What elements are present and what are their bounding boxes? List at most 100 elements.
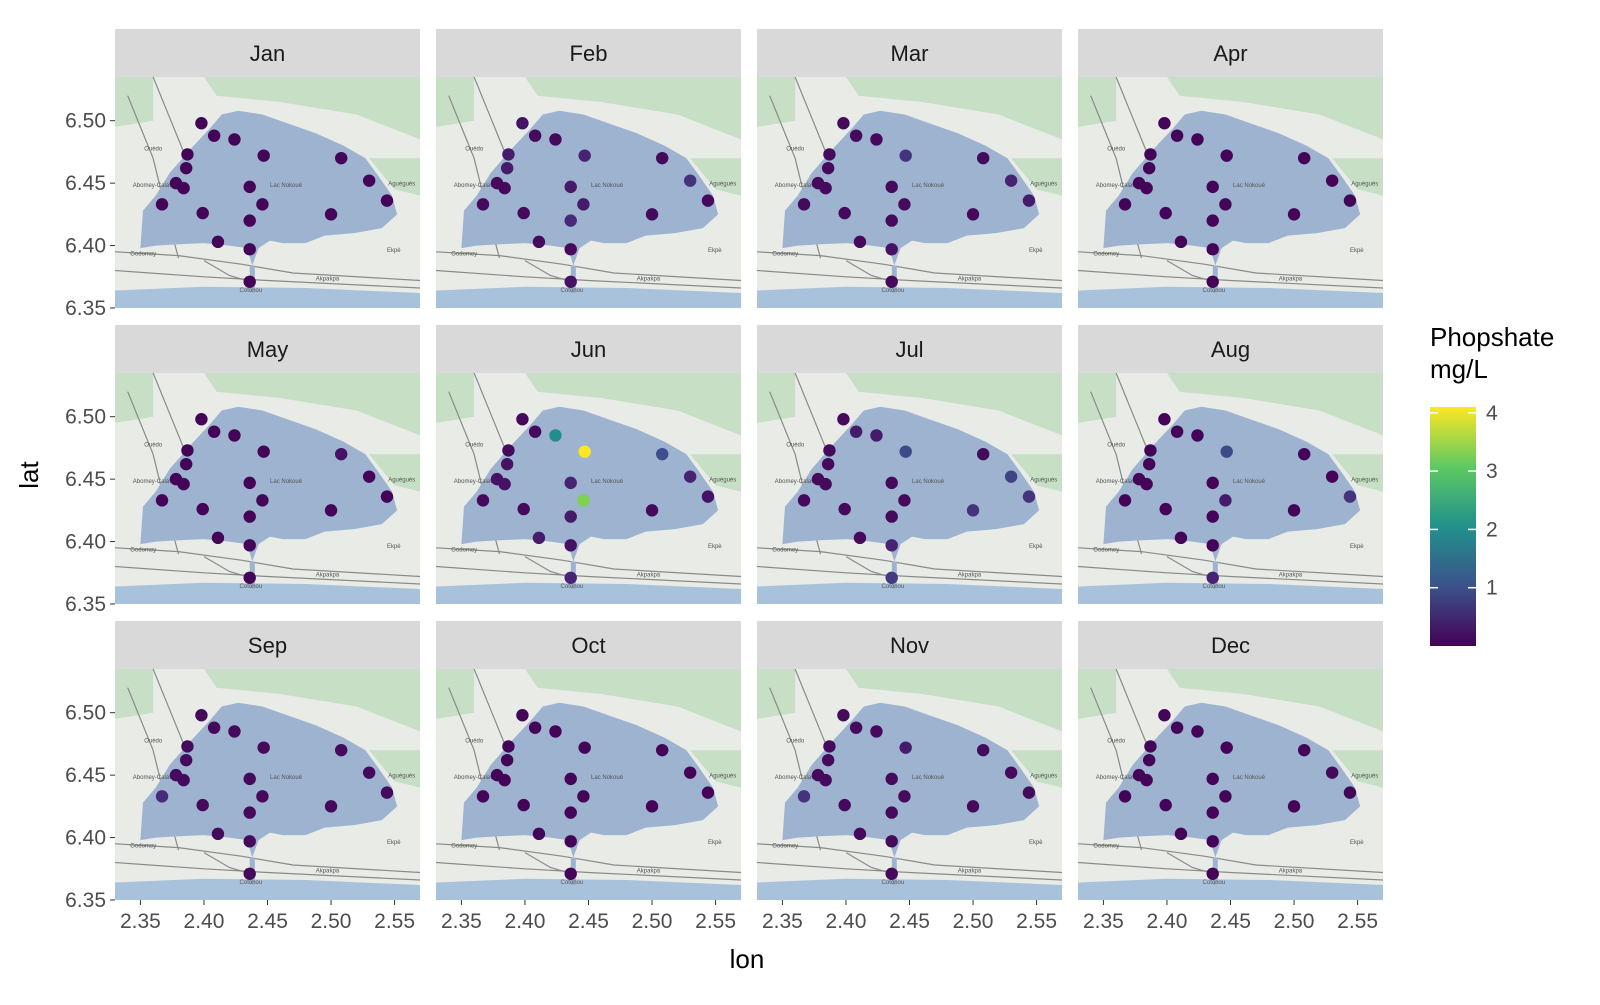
facet-strip-label: Dec (1211, 633, 1250, 658)
y-tick-label: 6.50 (65, 702, 106, 725)
basemap-ocean (757, 582, 1062, 604)
station-point (1159, 206, 1172, 220)
station-point (564, 772, 577, 786)
station-point (502, 740, 515, 753)
basemap-road (1078, 861, 1383, 881)
basemap-label: Lac Nokoué (270, 479, 303, 485)
station-point (701, 490, 715, 503)
station-point (500, 753, 514, 767)
station-point (195, 117, 208, 130)
station-point (155, 494, 169, 507)
station-point (1191, 133, 1204, 146)
basemap-vegetation (1078, 669, 1117, 719)
facet-panel-apr: Apr Abomey-Calavi Cotonou Ouèdo Aguégués Akpa… (1078, 29, 1383, 308)
station-point (564, 571, 577, 584)
station-point (1206, 180, 1219, 194)
station-point (564, 243, 577, 256)
basemap-road (152, 669, 187, 751)
basemap-label: Godomey (130, 548, 156, 554)
station-point (577, 198, 590, 211)
station-point (577, 790, 590, 803)
station-point (362, 766, 376, 779)
facet-strip-label: Mar (891, 41, 929, 66)
station-point (500, 161, 514, 175)
station-point (656, 743, 669, 757)
station-point (1158, 709, 1171, 722)
basemap-vegetation (1332, 750, 1383, 788)
basemap-label: Abomey-Calavi (454, 183, 495, 189)
basemap-label: Ekpè (387, 248, 401, 254)
basemap-road (115, 547, 420, 578)
station-point (181, 740, 194, 753)
station-point (797, 198, 811, 211)
facet-panel-nov: Nov Abomey-Calavi Cotonou Ouèdo Aguégués Akpa… (757, 621, 1062, 900)
basemap-vegetation (1167, 77, 1383, 140)
station-point (885, 772, 898, 786)
basemap-vegetation (690, 158, 741, 196)
basemap-vegetation (757, 77, 796, 127)
basemap-vegetation (1167, 373, 1383, 436)
x-tick-label: 2.40 (184, 910, 225, 933)
station-point (228, 725, 241, 738)
station-point (578, 741, 591, 754)
station-point (1004, 470, 1018, 483)
basemap-road (115, 269, 420, 289)
basemap-label: Aguégués (1030, 774, 1057, 780)
basemap-vegetation (1332, 158, 1383, 196)
station-point (885, 571, 898, 584)
basemap-vegetation (1011, 454, 1062, 492)
x-tick-label: 2.50 (1274, 910, 1315, 933)
station-point (899, 741, 912, 754)
basemap-vegetation (690, 454, 741, 492)
basemap-vegetation (1167, 669, 1383, 732)
basemap-vegetation (1078, 373, 1117, 423)
basemap-label: Abomey-Calavi (133, 479, 174, 485)
basemap-road (436, 565, 741, 585)
facet-strip-label: Apr (1213, 41, 1247, 66)
basemap-label: Abomey-Calavi (454, 479, 495, 485)
station-point (195, 709, 208, 722)
station-point (701, 194, 715, 207)
basemap-vegetation (204, 669, 420, 732)
station-point (1022, 786, 1036, 799)
station-point (335, 151, 348, 165)
station-point (645, 208, 659, 221)
basemap-label: Cotonou (1203, 584, 1226, 590)
station-point (211, 827, 225, 841)
station-point (1174, 531, 1188, 545)
basemap-label: Akpakpa (958, 573, 982, 579)
basemap-label: Aguégués (709, 478, 736, 484)
basemap-road (115, 251, 420, 282)
basemap-lagoon (1103, 110, 1361, 266)
station-point (1140, 773, 1153, 787)
station-point (564, 214, 577, 227)
basemap-label: Akpakpa (316, 573, 340, 579)
basemap-label: Abomey-Calavi (1096, 775, 1137, 781)
station-point (1220, 741, 1233, 754)
basemap-label: Aguégués (709, 182, 736, 188)
basemap-lagoon (782, 110, 1040, 266)
station-point (564, 180, 577, 194)
x-tick-label: 2.45 (889, 910, 930, 933)
station-point (683, 470, 697, 483)
basemap-label: Godomey (772, 548, 798, 554)
basemap: Abomey-Calavi Cotonou Ouèdo Aguégués Akpakpa… (436, 669, 741, 900)
station-point (335, 743, 348, 757)
station-point (1118, 198, 1132, 211)
basemap-label: Lac Nokoué (912, 183, 945, 189)
station-point (821, 161, 835, 175)
basemap-road (473, 373, 508, 455)
basemap-road (757, 269, 1062, 289)
station-point (256, 790, 269, 803)
station-point (243, 275, 256, 288)
basemap-road (152, 373, 187, 455)
basemap-ocean (115, 878, 420, 900)
basemap-ocean (1078, 582, 1383, 604)
station-point (1287, 504, 1301, 517)
basemap-label: Lac Nokoué (591, 775, 624, 781)
station-point (885, 476, 898, 490)
station-point (179, 457, 193, 471)
facet-panel-oct: Oct Abomey-Calavi Cotonou Ouèdo Aguégués Akpa… (436, 621, 741, 900)
station-point (837, 709, 850, 722)
